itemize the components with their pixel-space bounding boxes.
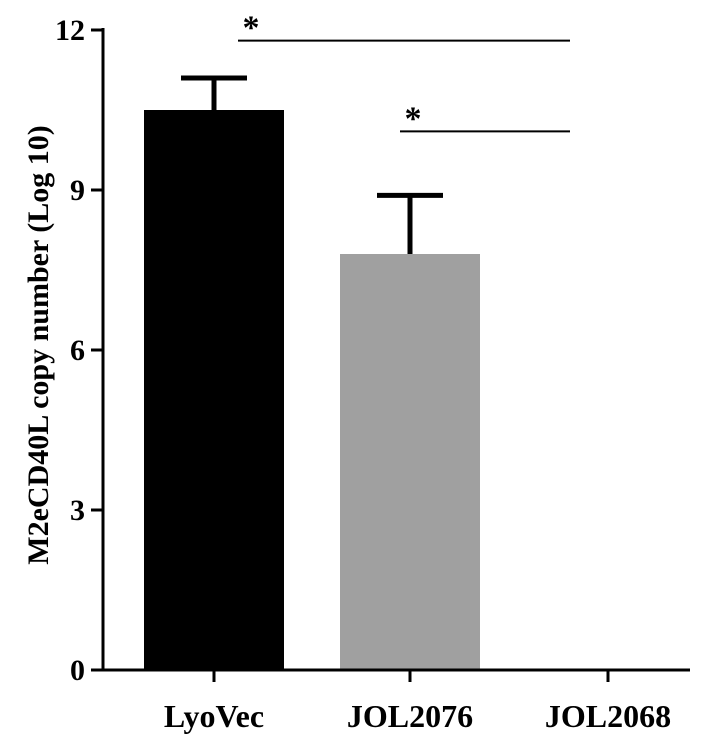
y-tick-label-9: 9 [70,174,85,207]
bar-lyovec [144,110,284,670]
plot-area: 0 3 6 9 12 LyoVec JOL2076 JOL2068 * * [55,10,690,734]
y-tick-label-0: 0 [70,654,85,687]
x-tick-label-jol2068: JOL2068 [545,698,671,734]
significance-star-2: * [405,100,422,137]
x-tick-label-lyovec: LyoVec [164,698,264,734]
x-tick-label-jol2076: JOL2076 [347,698,473,734]
bar-jol2076 [340,254,480,670]
y-tick-label-3: 3 [70,494,85,527]
y-tick-label-12: 12 [55,14,85,47]
significance-star-1: * [243,10,260,47]
y-axis-label: M2eCD40L copy number (Log 10) [22,125,55,564]
y-tick-label-6: 6 [70,334,85,367]
